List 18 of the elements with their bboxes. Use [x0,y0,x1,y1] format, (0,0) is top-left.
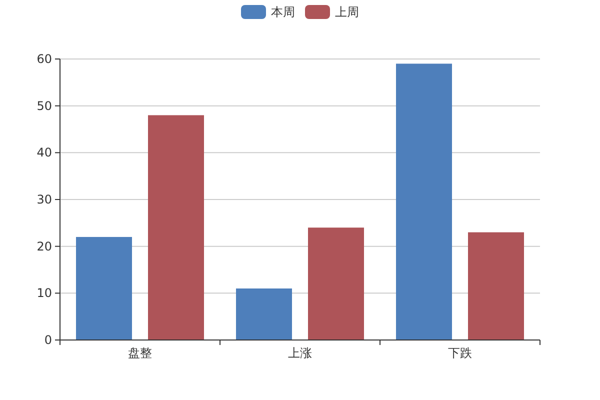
bar [148,115,204,340]
x-tick-label: 盘整 [128,346,152,360]
y-tick-label: 0 [44,333,52,347]
bar [76,236,132,340]
legend-label: 本周 [271,5,295,19]
x-tick-label: 上涨 [288,346,312,360]
y-tick-label: 60 [36,52,52,66]
bar [308,228,364,340]
x-tick-label: 下跌 [448,346,472,360]
y-tick-label: 50 [36,98,52,113]
bar [396,64,452,340]
bar [468,232,524,340]
y-tick-label: 40 [36,146,52,160]
bar [236,288,292,340]
y-tick-label: 20 [36,239,52,254]
y-tick-label: 10 [36,286,52,300]
y-tick-label: 30 [36,192,52,206]
legend-label: 上周 [335,5,359,19]
